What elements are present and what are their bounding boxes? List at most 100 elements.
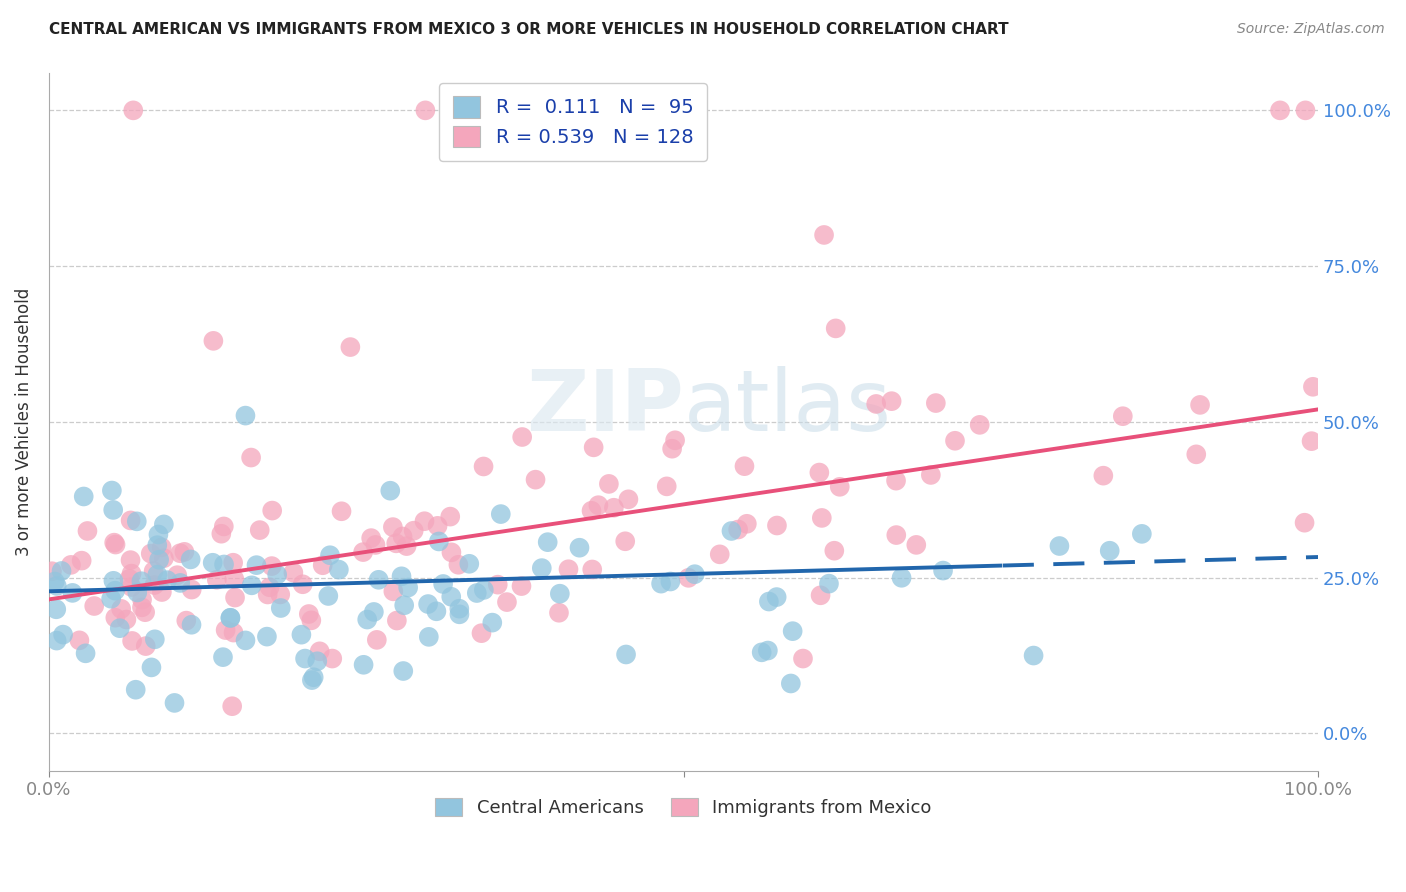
Point	[125, 682, 148, 697]
Point	[146, 567, 169, 582]
Point	[426, 519, 449, 533]
Point	[83, 599, 105, 613]
Point	[121, 634, 143, 648]
Point	[582, 441, 605, 455]
Point	[122, 103, 145, 118]
Point	[756, 643, 779, 657]
Point	[100, 591, 122, 606]
Y-axis label: 3 or more Vehicles in Household: 3 or more Vehicles in Household	[15, 288, 32, 556]
Point	[614, 534, 637, 549]
Point	[270, 601, 292, 615]
Point	[120, 513, 142, 527]
Point	[319, 548, 342, 562]
Point	[212, 519, 235, 533]
Point	[173, 545, 195, 559]
Point	[134, 605, 156, 619]
Point	[588, 498, 610, 512]
Point	[269, 587, 291, 601]
Point	[418, 630, 440, 644]
Point	[733, 459, 755, 474]
Point	[782, 624, 804, 639]
Point	[416, 597, 439, 611]
Point	[661, 442, 683, 456]
Point	[143, 632, 166, 647]
Point	[318, 589, 340, 603]
Point	[364, 538, 387, 552]
Point	[366, 632, 388, 647]
Point	[330, 504, 353, 518]
Point	[402, 524, 425, 538]
Point	[108, 621, 131, 635]
Point	[811, 511, 834, 525]
Point	[1185, 447, 1208, 461]
Point	[353, 657, 375, 672]
Point	[266, 567, 288, 582]
Point	[52, 627, 75, 641]
Point	[808, 466, 831, 480]
Point	[169, 576, 191, 591]
Point	[328, 563, 350, 577]
Point	[142, 564, 165, 578]
Point	[1189, 398, 1212, 412]
Point	[148, 527, 170, 541]
Point	[735, 516, 758, 531]
Point	[224, 591, 246, 605]
Point	[51, 564, 73, 578]
Point	[202, 334, 225, 348]
Point	[920, 467, 942, 482]
Point	[440, 590, 463, 604]
Point	[655, 479, 678, 493]
Point	[135, 639, 157, 653]
Point	[150, 585, 173, 599]
Point	[180, 552, 202, 566]
Point	[1022, 648, 1045, 663]
Point	[439, 509, 461, 524]
Point	[751, 645, 773, 659]
Text: ZIP: ZIP	[526, 367, 683, 450]
Point	[823, 543, 845, 558]
Point	[356, 613, 378, 627]
Point	[169, 546, 191, 560]
Point	[45, 579, 67, 593]
Point	[148, 553, 170, 567]
Point	[70, 554, 93, 568]
Point	[943, 434, 966, 448]
Point	[302, 670, 325, 684]
Text: CENTRAL AMERICAN VS IMMIGRANTS FROM MEXICO 3 OR MORE VEHICLES IN HOUSEHOLD CORRE: CENTRAL AMERICAN VS IMMIGRANTS FROM MEXI…	[49, 22, 1010, 37]
Point	[212, 650, 235, 665]
Point	[205, 573, 228, 587]
Point	[1294, 516, 1316, 530]
Point	[905, 538, 928, 552]
Point	[115, 612, 138, 626]
Point	[1268, 103, 1291, 118]
Point	[104, 611, 127, 625]
Point	[1098, 543, 1121, 558]
Point	[256, 630, 278, 644]
Point	[470, 626, 492, 640]
Point	[391, 529, 413, 543]
Point	[486, 577, 509, 591]
Point	[465, 586, 488, 600]
Point	[222, 556, 245, 570]
Point	[415, 103, 437, 118]
Point	[260, 559, 283, 574]
Text: Source: ZipAtlas.com: Source: ZipAtlas.com	[1237, 22, 1385, 37]
Point	[298, 607, 321, 621]
Point	[779, 676, 801, 690]
Point	[103, 535, 125, 549]
Point	[392, 599, 415, 613]
Point	[382, 584, 405, 599]
Point	[818, 576, 841, 591]
Point	[413, 514, 436, 528]
Point	[381, 520, 404, 534]
Point	[73, 490, 96, 504]
Point	[765, 590, 787, 604]
Point	[259, 580, 281, 594]
Point	[659, 574, 682, 589]
Point	[617, 492, 640, 507]
Point	[367, 573, 389, 587]
Point	[581, 562, 603, 576]
Point	[67, 633, 90, 648]
Point	[235, 633, 257, 648]
Point	[209, 526, 232, 541]
